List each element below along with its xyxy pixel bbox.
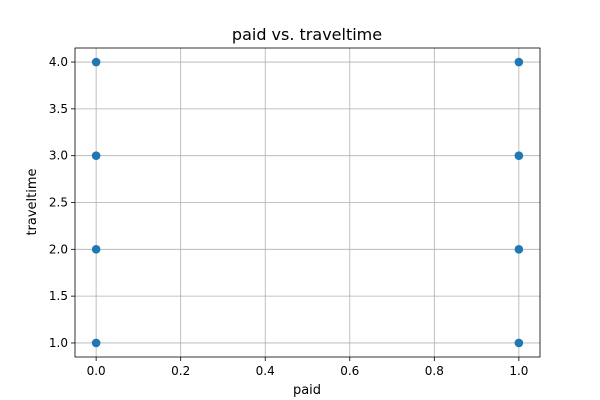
y-tick-label: 1.5 [49,289,68,303]
x-tick-label: 0.6 [340,364,359,378]
scatter-point [514,245,524,254]
x-tick-label: 1.0 [509,364,528,378]
scatter-point [91,245,101,254]
x-axis-ticks: 0.0 0.2 0.4 0.6 0.8 1.0 [87,357,528,378]
x-tick-label: 0.4 [256,364,275,378]
x-tick-label: 0.0 [87,364,106,378]
y-tick-label: 2.0 [49,242,68,256]
y-tick-label: 1.0 [49,336,68,350]
scatter-point [91,57,101,67]
y-tick-label: 3.0 [49,149,68,163]
y-tick-label: 2.5 [49,196,68,210]
scatter-point [514,151,524,160]
scatter-point [514,338,524,348]
x-axis-label: paid [293,383,321,398]
scatter-point [91,338,101,348]
scatter-points [91,57,524,348]
y-tick-label: 3.5 [49,102,68,116]
scatter-point [91,151,101,160]
x-tick-label: 0.2 [171,364,190,378]
y-axis-label: traveltime [25,168,40,235]
grid-lines [75,48,540,357]
x-tick-label: 0.8 [425,364,444,378]
scatter-point [514,57,524,67]
y-axis-ticks: 1.0 1.5 2.0 2.5 3.0 3.5 4.0 [49,55,75,350]
y-tick-label: 4.0 [49,55,68,69]
chart-title: paid vs. traveltime [232,25,382,44]
